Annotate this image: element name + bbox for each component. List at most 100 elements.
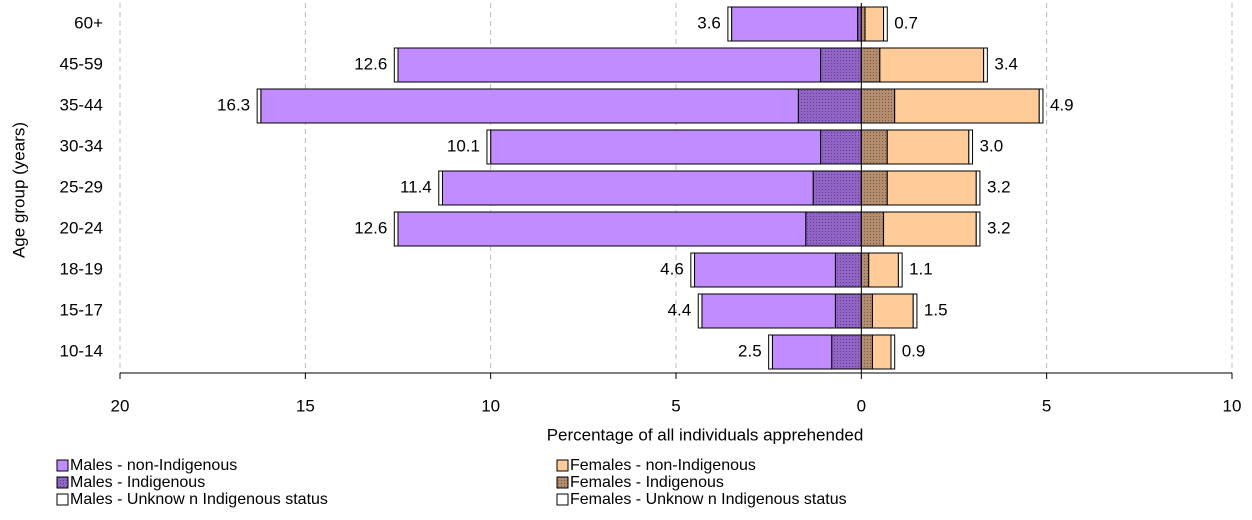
y-tick-label: 30-34 (60, 136, 103, 155)
legend-label: Females - Indigenous (570, 474, 724, 491)
legend-swatch (56, 459, 69, 472)
bar-segment (397, 211, 807, 247)
hatch (861, 335, 873, 369)
bar-segment (486, 129, 492, 165)
data-label: 0.9 (902, 341, 926, 360)
data-label: 2.5 (738, 341, 762, 360)
bar-segment (912, 293, 918, 329)
y-tick-label: 60+ (74, 13, 103, 32)
bar-segment (397, 47, 822, 83)
hatch (835, 294, 862, 328)
bar-segment (897, 252, 903, 288)
bar-segment (393, 47, 399, 83)
bar-segment (701, 293, 836, 329)
bar-segment (441, 170, 814, 206)
data-label: 4.9 (1050, 95, 1074, 114)
x-tick-label: 0 (857, 396, 866, 415)
hatch (861, 253, 869, 287)
x-axis-title: Percentage of all individuals apprehende… (547, 425, 864, 444)
x-tick-label: 5 (1042, 396, 1051, 415)
bar-segment (886, 170, 977, 206)
hatch (557, 477, 568, 488)
bar-segment (968, 129, 974, 165)
hatch (820, 48, 862, 82)
hatch (861, 212, 884, 246)
data-label: 4.4 (668, 300, 692, 319)
hatch (861, 171, 888, 205)
bar-segment (868, 252, 899, 288)
legend-swatch (56, 493, 69, 506)
x-tick-label: 15 (296, 396, 315, 415)
bar-segment (886, 129, 970, 165)
hatch (57, 477, 68, 488)
legend-swatch (556, 493, 569, 506)
legend-label: Males - Unknow n Indigenous status (70, 491, 328, 508)
hatch (805, 212, 862, 246)
data-label: 12.6 (354, 54, 387, 73)
data-label: 0.7 (894, 13, 918, 32)
bar-segment (690, 252, 696, 288)
bar-segment (490, 129, 822, 165)
data-label: 3.2 (987, 177, 1011, 196)
bar-segment (1038, 88, 1044, 124)
bar-segment (727, 6, 733, 42)
bar-segment (694, 252, 836, 288)
data-label: 10.1 (447, 136, 480, 155)
hatch (835, 253, 862, 287)
bar-segment (438, 170, 443, 206)
y-tick-label: 35-44 (60, 95, 103, 114)
data-label: 16.3 (217, 95, 250, 114)
data-label: 1.1 (909, 259, 933, 278)
bar-segment (975, 170, 981, 206)
bar-segment (393, 211, 399, 247)
hatch (861, 130, 888, 164)
data-label: 3.2 (987, 218, 1011, 237)
bar-segment (879, 47, 985, 83)
y-tick-label: 10-14 (60, 341, 103, 360)
hatch (861, 89, 895, 123)
bar-segment (890, 334, 896, 370)
data-label: 3.6 (697, 13, 721, 32)
bar-segment (883, 211, 977, 247)
y-tick-label: 18-19 (60, 259, 103, 278)
legend-swatch (556, 459, 569, 472)
legend-label: Males - non-Indigenous (70, 457, 237, 474)
bar-segment (871, 293, 914, 329)
hatch (861, 7, 866, 41)
bar-segment (975, 211, 981, 247)
bar-segment (768, 334, 773, 370)
legend-label: Females - non-Indigenous (570, 457, 756, 474)
bar-segment (864, 6, 885, 42)
x-tick-label: 20 (111, 396, 130, 415)
hatch (861, 294, 873, 328)
bar-segment (894, 88, 1040, 124)
y-axis-title: Age group (years) (9, 122, 28, 258)
hatch (813, 171, 862, 205)
data-label: 3.0 (980, 136, 1004, 155)
data-label: 1.5 (924, 300, 948, 319)
legend-label: Males - Indigenous (70, 474, 205, 491)
data-label: 4.6 (660, 259, 684, 278)
y-tick-label: 25-29 (60, 177, 103, 196)
y-tick-label: 45-59 (60, 54, 103, 73)
x-tick-label: 10 (1223, 396, 1242, 415)
hatch (857, 7, 862, 41)
data-label: 12.6 (354, 218, 387, 237)
y-tick-label: 15-17 (60, 300, 103, 319)
bar-segment (883, 6, 888, 42)
hatch (798, 89, 862, 123)
y-tick-label: 20-24 (60, 218, 103, 237)
legend-label: Females - Unknow n Indigenous status (570, 491, 847, 508)
hatch (831, 335, 862, 369)
x-tick-label: 5 (671, 396, 680, 415)
hatch (861, 48, 880, 82)
bar-segment (731, 6, 859, 42)
data-label: 3.4 (994, 54, 1018, 73)
bar-segment (771, 334, 833, 370)
hatch (820, 130, 862, 164)
x-tick-label: 10 (481, 396, 500, 415)
bar-segment (871, 334, 892, 370)
data-label: 11.4 (400, 177, 432, 196)
bar-segment (260, 88, 799, 124)
